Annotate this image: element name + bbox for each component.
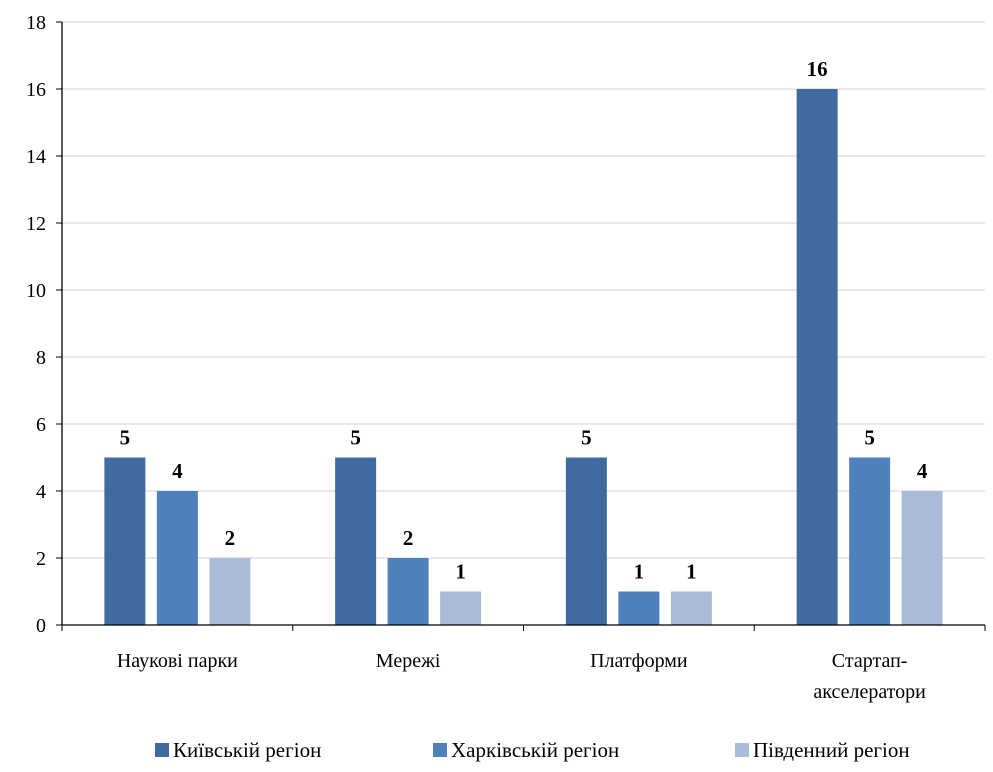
- legend-swatch: [155, 743, 169, 757]
- data-label: 5: [120, 426, 131, 450]
- bar: [566, 458, 607, 626]
- bar: [388, 558, 429, 625]
- data-label: 2: [225, 526, 236, 550]
- x-tick-label: акселератори: [813, 681, 926, 703]
- y-tick-label: 6: [36, 414, 46, 436]
- legend-swatch: [735, 743, 749, 757]
- gridlines: [62, 22, 985, 558]
- bar: [440, 592, 481, 626]
- data-label: 4: [172, 459, 183, 483]
- data-label: 1: [634, 560, 645, 584]
- x-tick-label: Платформи: [590, 650, 688, 672]
- data-label: 2: [403, 526, 414, 550]
- y-tick-label: 18: [26, 12, 46, 34]
- legend-label: Київській регіон: [173, 738, 321, 762]
- x-tick-label: Стартап-: [832, 650, 908, 672]
- y-tick-label: 0: [36, 615, 46, 637]
- bar: [618, 592, 659, 626]
- y-tick-label: 2: [36, 548, 46, 570]
- bar: [671, 592, 712, 626]
- data-label: 1: [686, 560, 697, 584]
- data-label: 16: [807, 57, 828, 81]
- y-tick-label: 4: [36, 481, 46, 503]
- bar: [209, 558, 250, 625]
- x-tick-label: Мережі: [376, 650, 441, 672]
- data-label: 1: [455, 560, 466, 584]
- bar: [335, 458, 376, 626]
- y-tick-label: 10: [26, 280, 46, 302]
- y-tick-label: 8: [36, 347, 46, 369]
- data-label: 5: [581, 426, 592, 450]
- legend-label: Харківській регіон: [451, 738, 619, 762]
- bar: [797, 89, 838, 625]
- bar: [902, 491, 943, 625]
- bar: [849, 458, 890, 626]
- data-label: 5: [864, 426, 875, 450]
- y-tick-label: 12: [26, 213, 46, 235]
- data-label: 5: [350, 426, 361, 450]
- legend-label: Південний регіон: [753, 738, 910, 762]
- y-tick-label: 16: [26, 79, 46, 101]
- legend: Київській регіон Харківській регіон Півден…: [155, 738, 910, 762]
- y-tick-label: 14: [26, 146, 46, 168]
- legend-swatch: [433, 743, 447, 757]
- bar: [157, 491, 198, 625]
- bar: [104, 458, 145, 626]
- x-tick-label: Наукові парки: [117, 650, 238, 672]
- data-label: 4: [917, 459, 928, 483]
